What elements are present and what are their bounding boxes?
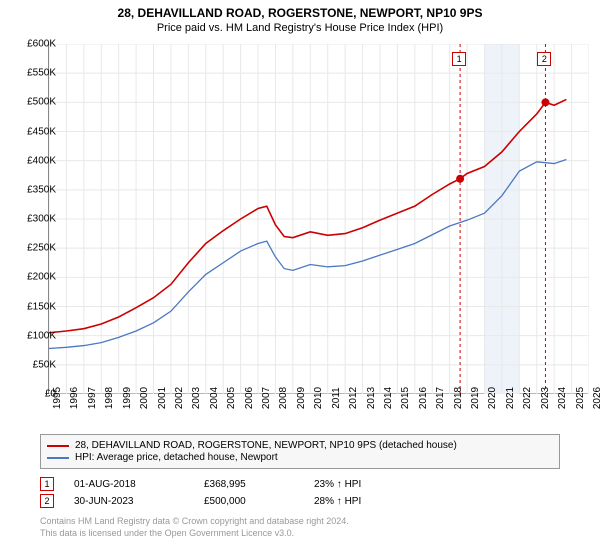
x-tick-label: 1997 [87,387,98,409]
x-tick-label: 2003 [191,387,202,409]
x-tick-label: 2018 [453,387,464,409]
x-tick-label: 2008 [278,387,289,409]
x-tick-label: 1999 [122,387,133,409]
x-tick-label: 2025 [575,387,586,409]
x-tick-label: 1996 [69,387,80,409]
x-tick-label: 1998 [104,387,115,409]
x-tick-label: 2009 [296,387,307,409]
x-tick-label: 2012 [348,387,359,409]
x-tick-label: 2023 [540,387,551,409]
sale-delta: 23% ↑ HPI [314,479,361,490]
y-tick-label: £300K [27,214,56,225]
footer-line1: Contains HM Land Registry data © Crown c… [40,516,349,528]
y-tick-label: £500K [27,97,56,108]
y-tick-label: £200K [27,272,56,283]
sale-price: £368,995 [204,479,294,490]
sale-row: 2 30-JUN-2023 £500,000 28% ↑ HPI [40,494,361,508]
x-tick-label: 2001 [157,387,168,409]
x-tick-label: 2006 [244,387,255,409]
chart-svg [49,44,589,394]
x-tick-label: 2004 [209,387,220,409]
chart-title: 28, DEHAVILLAND ROAD, ROGERSTONE, NEWPOR… [0,6,600,20]
x-tick-label: 2020 [487,387,498,409]
x-tick-label: 2014 [383,387,394,409]
y-tick-label: £250K [27,243,56,254]
y-tick-label: £600K [27,39,56,50]
sale-date: 30-JUN-2023 [74,496,184,507]
x-tick-label: 2016 [418,387,429,409]
x-tick-label: 2010 [313,387,324,409]
x-tick-label: 2015 [400,387,411,409]
sale-date: 01-AUG-2018 [74,479,184,490]
sale-badge: 2 [40,494,54,508]
sales-table: 1 01-AUG-2018 £368,995 23% ↑ HPI 2 30-JUN-202… [40,474,361,511]
sale-marker-badge: 1 [452,52,466,66]
sale-marker-badge: 2 [537,52,551,66]
footer-attribution: Contains HM Land Registry data © Crown c… [40,516,349,539]
x-tick-label: 2002 [174,387,185,409]
chart-plot-area [48,44,588,394]
sale-price: £500,000 [204,496,294,507]
sale-row: 1 01-AUG-2018 £368,995 23% ↑ HPI [40,477,361,491]
x-tick-label: 2007 [261,387,272,409]
x-tick-label: 1995 [52,387,63,409]
legend-label: HPI: Average price, detached house, Newp… [75,452,278,463]
x-tick-label: 2005 [226,387,237,409]
legend: 28, DEHAVILLAND ROAD, ROGERSTONE, NEWPOR… [40,434,560,469]
x-tick-label: 2021 [505,387,516,409]
footer-line2: This data is licensed under the Open Gov… [40,528,349,540]
chart-subtitle: Price paid vs. HM Land Registry's House … [0,22,600,34]
y-tick-label: £350K [27,184,56,195]
x-tick-label: 2019 [470,387,481,409]
legend-row: HPI: Average price, detached house, Newp… [47,452,553,463]
legend-label: 28, DEHAVILLAND ROAD, ROGERSTONE, NEWPOR… [75,440,457,451]
x-tick-label: 2024 [557,387,568,409]
y-tick-label: £50K [33,359,56,370]
x-tick-label: 2000 [139,387,150,409]
x-tick-label: 2026 [592,387,600,409]
legend-swatch [47,445,69,447]
x-tick-label: 2011 [331,387,342,409]
x-tick-label: 2013 [366,387,377,409]
legend-row: 28, DEHAVILLAND ROAD, ROGERSTONE, NEWPOR… [47,440,553,451]
sale-badge: 1 [40,477,54,491]
chart-titles: 28, DEHAVILLAND ROAD, ROGERSTONE, NEWPOR… [0,0,600,38]
y-tick-label: £100K [27,330,56,341]
sale-delta: 28% ↑ HPI [314,496,361,507]
y-tick-label: £550K [27,68,56,79]
legend-swatch [47,457,69,459]
y-tick-label: £400K [27,155,56,166]
y-tick-label: £450K [27,126,56,137]
x-tick-label: 2022 [522,387,533,409]
x-tick-label: 2017 [435,387,446,409]
y-tick-label: £150K [27,301,56,312]
